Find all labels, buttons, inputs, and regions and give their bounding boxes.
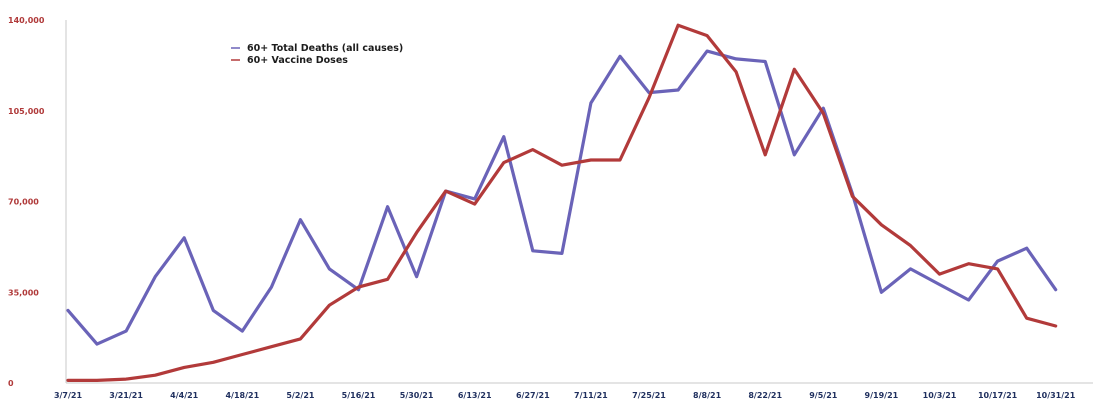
y-tick-label: 35,000 xyxy=(8,288,39,297)
x-tick-label: 10/17/21 xyxy=(978,391,1018,400)
x-tick-label: 4/18/21 xyxy=(225,391,259,400)
y-axis: 0 35,000 70,000 105,000 140,000 xyxy=(8,16,67,388)
x-tick-label: 10/31/21 xyxy=(1036,391,1076,400)
x-tick-label: 3/7/21 xyxy=(54,391,83,400)
y-tick-label: 70,000 xyxy=(8,198,39,207)
series-layer xyxy=(66,23,1058,382)
x-tick-label: 7/11/21 xyxy=(574,391,608,400)
x-tick-label: 6/13/21 xyxy=(458,391,492,400)
x-tick-label: 9/19/21 xyxy=(865,391,899,400)
x-tick-label: 4/4/21 xyxy=(170,391,199,400)
x-axis: 3/7/21 3/21/21 4/4/21 4/18/21 5/2/21 5/16/21 5… xyxy=(54,382,1093,400)
x-tick-label: 9/5/21 xyxy=(809,391,838,400)
y-tick-label: 105,000 xyxy=(8,107,45,116)
y-tick-label: 0 xyxy=(8,379,14,388)
series-line-vaccine-doses xyxy=(66,23,1058,382)
y-tick-label: 140,000 xyxy=(8,16,45,25)
x-tick-label: 8/22/21 xyxy=(748,391,782,400)
x-tick-label: 5/2/21 xyxy=(286,391,315,400)
x-tick-label: 10/3/21 xyxy=(923,391,957,400)
x-tick-label: 6/27/21 xyxy=(516,391,550,400)
series-line-total-deaths xyxy=(66,49,1058,346)
x-tick-label: 5/16/21 xyxy=(342,391,376,400)
x-tick-label: 8/8/21 xyxy=(693,391,722,400)
legend: 60+ Total Deaths (all causes) 60+ Vaccin… xyxy=(231,43,403,66)
legend-label-deaths: 60+ Total Deaths (all causes) xyxy=(247,43,403,54)
x-tick-label: 7/25/21 xyxy=(632,391,666,400)
legend-label-doses: 60+ Vaccine Doses xyxy=(247,55,348,66)
x-tick-label: 3/21/21 xyxy=(109,391,143,400)
x-tick-label: 5/30/21 xyxy=(400,391,434,400)
